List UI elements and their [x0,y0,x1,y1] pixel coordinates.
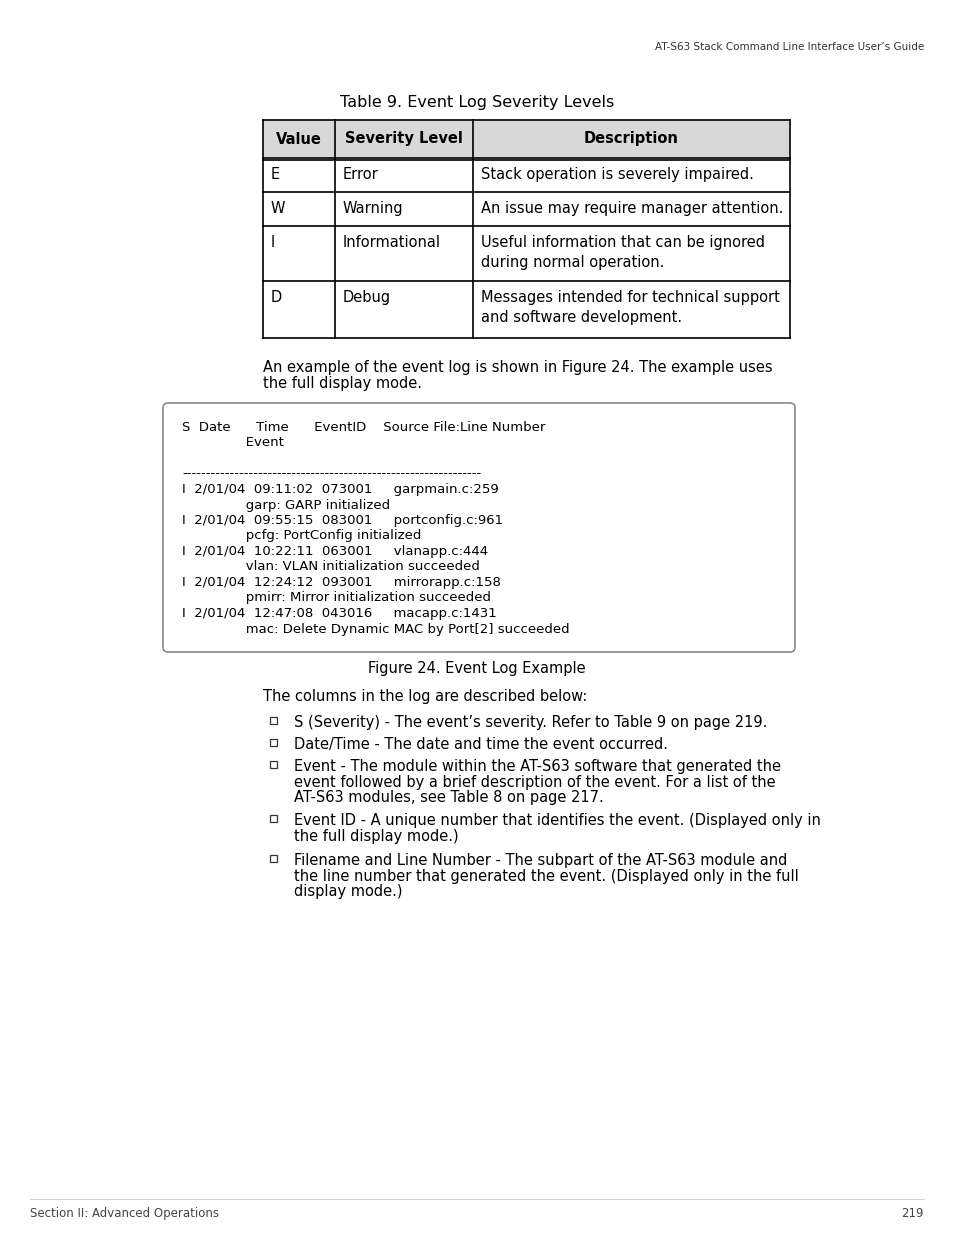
Text: mac: Delete Dynamic MAC by Port[2] succeeded: mac: Delete Dynamic MAC by Port[2] succe… [182,622,569,636]
Text: I  2/01/04  12:24:12  093001     mirrorapp.c:158: I 2/01/04 12:24:12 093001 mirrorapp.c:15… [182,576,500,589]
Text: AT-S63 Stack Command Line Interface User’s Guide: AT-S63 Stack Command Line Interface User… [654,42,923,52]
Text: W: W [271,201,285,216]
Text: 219: 219 [901,1207,923,1220]
Text: Error: Error [343,167,378,182]
Text: Event ID - A unique number that identifies the event. (Displayed only in: Event ID - A unique number that identifi… [294,813,820,827]
Text: Figure 24. Event Log Example: Figure 24. Event Log Example [368,661,585,676]
Text: I  2/01/04  10:22:11  063001     vlanapp.c:444: I 2/01/04 10:22:11 063001 vlanapp.c:444 [182,545,488,558]
Text: vlan: VLAN initialization succeeded: vlan: VLAN initialization succeeded [182,561,479,573]
Text: pmirr: Mirror initialization succeeded: pmirr: Mirror initialization succeeded [182,592,491,604]
Bar [270,761,276,768]
Text: Event: Event [182,436,284,450]
Text: event followed by a brief description of the event. For a list of the: event followed by a brief description of… [294,774,775,789]
Text: Date/Time - The date and time the event occurred.: Date/Time - The date and time the event … [294,737,667,752]
Text: E: E [271,167,280,182]
Text: I  2/01/04  09:55:15  083001     portconfig.c:961: I 2/01/04 09:55:15 083001 portconfig.c:9… [182,514,502,527]
Text: Debug: Debug [343,290,391,305]
Text: S  Date      Time      EventID    Source File:Line Number: S Date Time EventID Source File:Line Num… [182,421,545,433]
Text: Stack operation is severely impaired.: Stack operation is severely impaired. [480,167,753,182]
Text: display mode.): display mode.) [294,884,402,899]
Text: Filename and Line Number - The subpart of the AT-S63 module and: Filename and Line Number - The subpart o… [294,853,786,868]
Text: the line number that generated the event. (Displayed only in the full: the line number that generated the event… [294,868,798,883]
Text: S (Severity) - The event’s severity. Refer to Table 9 on page 219.: S (Severity) - The event’s severity. Ref… [294,715,766,730]
Text: Informational: Informational [343,235,440,249]
FancyBboxPatch shape [163,403,794,652]
Text: I  2/01/04  12:47:08  043016     macapp.c:1431: I 2/01/04 12:47:08 043016 macapp.c:1431 [182,606,497,620]
Text: Section II: Advanced Operations: Section II: Advanced Operations [30,1207,219,1220]
Bar [270,855,276,862]
Text: pcfg: PortConfig initialized: pcfg: PortConfig initialized [182,530,421,542]
Text: Warning: Warning [343,201,403,216]
Text: garp: GARP initialized: garp: GARP initialized [182,499,390,511]
Text: Table 9. Event Log Severity Levels: Table 9. Event Log Severity Levels [339,95,614,110]
Text: The columns in the log are described below:: The columns in the log are described bel… [263,689,587,704]
Text: I  2/01/04  09:11:02  073001     garpmain.c:259: I 2/01/04 09:11:02 073001 garpmain.c:259 [182,483,498,496]
Text: Description: Description [583,131,679,147]
Text: An issue may require manager attention.: An issue may require manager attention. [480,201,782,216]
Bar [263,120,789,158]
Text: I: I [271,235,275,249]
Bar [270,718,276,724]
Text: D: D [271,290,282,305]
Bar [270,739,276,746]
Text: AT-S63 modules, see Table 8 on page 217.: AT-S63 modules, see Table 8 on page 217. [294,790,603,805]
Text: the full display mode.): the full display mode.) [294,829,458,844]
Text: ---------------------------------------------------------------: ----------------------------------------… [182,468,480,480]
Text: Messages intended for technical support
and software development.: Messages intended for technical support … [480,290,779,325]
Text: Severity Level: Severity Level [345,131,462,147]
Text: the full display mode.: the full display mode. [263,375,421,391]
Text: Event - The module within the AT-S63 software that generated the: Event - The module within the AT-S63 sof… [294,760,781,774]
Text: An example of the event log is shown in Figure 24. The example uses: An example of the event log is shown in … [263,359,772,375]
Text: Value: Value [275,131,321,147]
Bar [270,815,276,823]
Text: Useful information that can be ignored
during normal operation.: Useful information that can be ignored d… [480,235,764,269]
